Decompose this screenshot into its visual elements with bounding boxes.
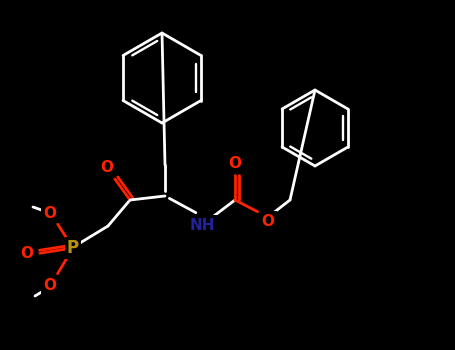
Text: NH: NH bbox=[189, 217, 215, 232]
Text: P: P bbox=[67, 239, 79, 257]
Text: O: O bbox=[44, 279, 56, 294]
Text: O: O bbox=[44, 205, 56, 220]
Text: O: O bbox=[101, 160, 113, 175]
Text: O: O bbox=[20, 246, 34, 261]
Text: O: O bbox=[262, 214, 274, 229]
Text: O: O bbox=[228, 155, 242, 170]
